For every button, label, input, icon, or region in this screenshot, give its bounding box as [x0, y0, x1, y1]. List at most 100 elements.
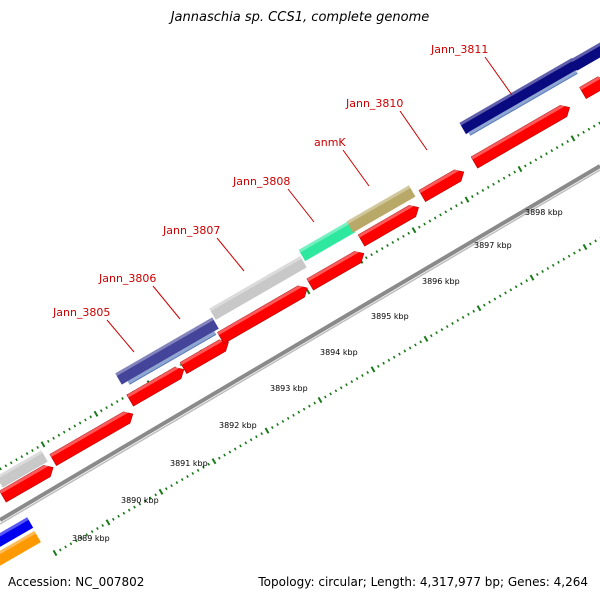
- tick-mark: [486, 185, 490, 189]
- tick-mark: [149, 496, 152, 500]
- tick-mark: [419, 340, 423, 344]
- genome-backbone: [0, 164, 600, 525]
- map-title: Jannaschia sp. CCS1, complete genome: [170, 10, 430, 25]
- tick-mark: [582, 243, 588, 251]
- tick-mark: [545, 152, 548, 156]
- tick-mark: [423, 222, 426, 226]
- tick-mark: [476, 191, 479, 195]
- tick-mark: [546, 266, 550, 270]
- tick-mark: [423, 335, 429, 342]
- tick-mark: [339, 386, 343, 390]
- cds-arrow-shape: [418, 169, 465, 203]
- gray-feature: [0, 450, 48, 488]
- tick-mark: [84, 418, 87, 422]
- tick-mark: [80, 536, 83, 540]
- tick-mark: [111, 517, 115, 521]
- tick-mark: [567, 254, 571, 258]
- slate-feature-shape: [115, 317, 219, 385]
- tick-mark: [345, 383, 348, 387]
- tick-mark: [364, 256, 368, 260]
- tick-mark: [334, 389, 338, 393]
- cds-arrow-shape: [217, 285, 308, 345]
- steel-subband-highlight: [468, 70, 578, 135]
- tick-mark: [74, 539, 78, 543]
- tick-mark: [186, 475, 189, 478]
- cds-arrow: [0, 461, 54, 503]
- tick-mark: [115, 400, 119, 404]
- kbp-label: 3896 kbp: [422, 277, 460, 286]
- tick-mark: [117, 514, 120, 518]
- genome-summary: Topology: circular; Length: 4,317,977 bp…: [258, 575, 588, 589]
- tick-mark: [492, 182, 495, 186]
- cds-arrow: [126, 363, 185, 407]
- tick-mark: [587, 127, 591, 131]
- tick-mark: [525, 279, 529, 283]
- tick-mark: [323, 395, 327, 399]
- tick-mark: [281, 419, 285, 423]
- tick-mark: [375, 250, 379, 254]
- tick-mark: [508, 173, 511, 177]
- tick-mark: [482, 303, 486, 307]
- tick-mark: [594, 239, 597, 243]
- tick-mark: [472, 309, 476, 313]
- gene-leader-line: [106, 319, 135, 353]
- tick-mark: [122, 511, 126, 515]
- cds-arrow-highlight: [180, 336, 227, 365]
- tick-mark: [313, 401, 317, 405]
- navy-feature-shape: [459, 57, 579, 135]
- tick-mark: [196, 468, 200, 472]
- cds-arrow: [357, 201, 419, 247]
- tick-mark: [20, 455, 24, 459]
- cds-arrow-shape: [49, 411, 134, 467]
- steel-subband-shape: [468, 70, 578, 136]
- tick-mark: [255, 435, 258, 439]
- tick-mark: [376, 364, 380, 368]
- olive-feature: [346, 185, 416, 233]
- tick-mark: [64, 545, 67, 549]
- kbp-label: 3889 kbp: [72, 534, 110, 543]
- tick-mark: [592, 124, 596, 128]
- kbp-label: 3890 kbp: [121, 496, 159, 505]
- steel-subband: [127, 331, 217, 385]
- cds-arrow-shape: [306, 251, 365, 291]
- tick-mark: [57, 433, 61, 437]
- tick-mark: [15, 458, 18, 462]
- tick-mark: [407, 231, 411, 235]
- cds-arrow-highlight: [126, 363, 183, 398]
- teal-feature-shape: [298, 220, 356, 262]
- tick-mark: [233, 447, 237, 451]
- cds-arrow-highlight: [418, 166, 463, 193]
- tick-mark: [154, 493, 158, 497]
- tick-mark: [493, 297, 497, 301]
- tick-mark: [25, 452, 29, 456]
- tick-mark: [541, 269, 544, 273]
- tick-mark: [36, 445, 40, 449]
- gray-feature-highlight: [209, 256, 302, 312]
- gene-leader-line: [287, 188, 315, 223]
- tick-mark: [467, 312, 470, 316]
- tick-mark: [578, 248, 582, 252]
- tick-mark: [4, 464, 8, 468]
- tick-mark: [582, 130, 585, 134]
- teal-feature-highlight: [298, 220, 351, 253]
- tick-mark: [396, 237, 400, 241]
- cds-arrow-highlight: [217, 282, 306, 335]
- tick-mark: [276, 422, 279, 426]
- gene-leader-line: [342, 149, 370, 187]
- cds-arrow-shape: [0, 465, 54, 503]
- blue-feature: [0, 517, 34, 549]
- cds-arrow: [418, 166, 465, 203]
- tick-mark: [317, 396, 323, 404]
- tick-mark: [127, 508, 131, 512]
- tick-mark: [449, 207, 453, 211]
- olive-feature-highlight: [346, 185, 411, 224]
- slate-feature-highlight: [115, 317, 214, 376]
- tick-mark: [588, 242, 592, 246]
- tick-mark: [292, 413, 295, 417]
- cds-arrow-shape: [470, 105, 571, 169]
- tick-mark: [121, 397, 124, 400]
- tick-mark: [217, 456, 221, 460]
- tick-mark: [439, 213, 442, 217]
- tick-mark: [566, 139, 570, 143]
- tick-mark: [428, 219, 432, 223]
